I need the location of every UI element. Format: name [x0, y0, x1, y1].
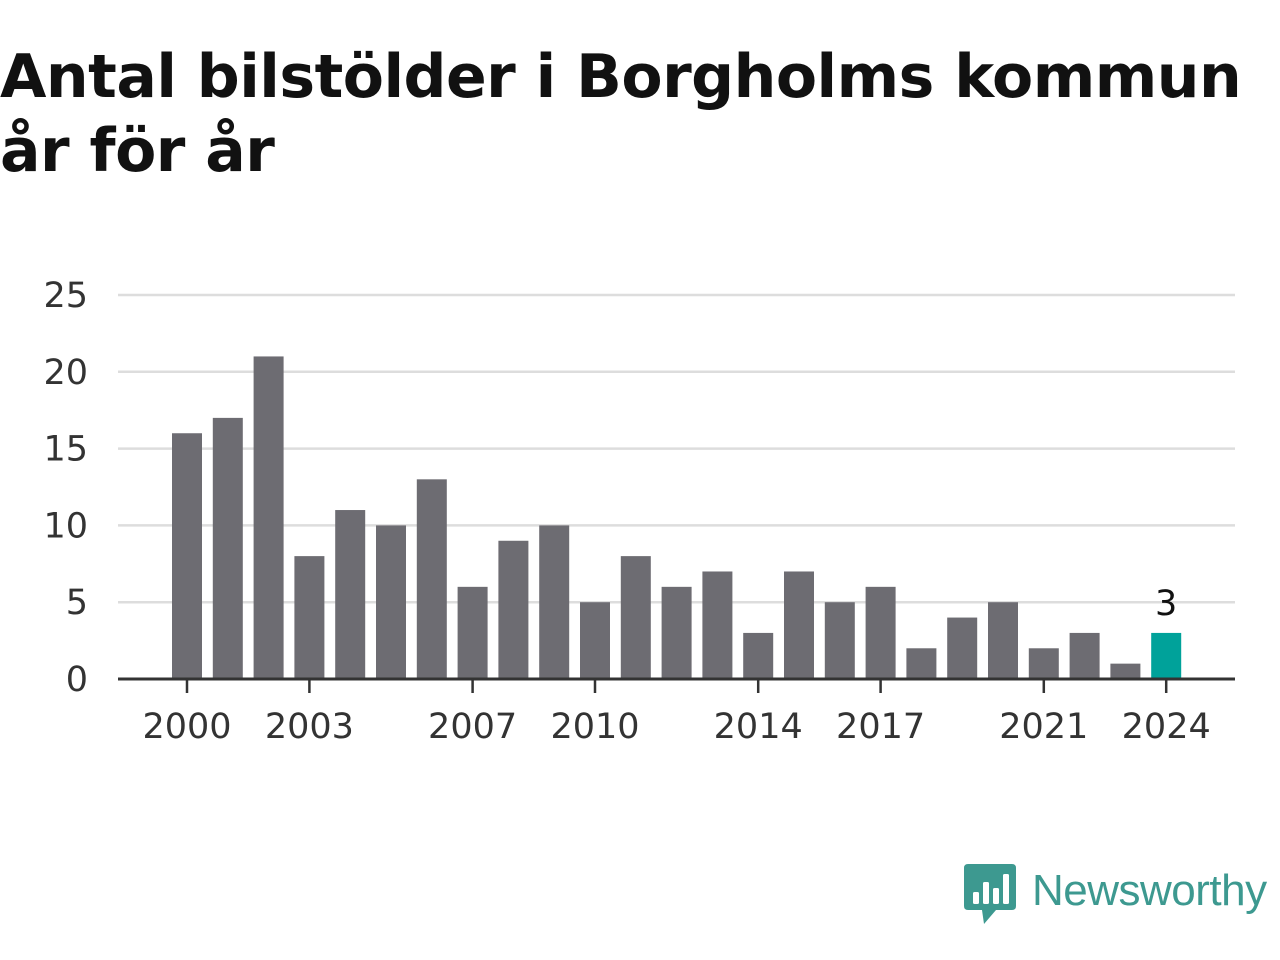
newsworthy-logo: Newsworthy	[964, 864, 1267, 928]
x-tick-label-2021: 2021	[999, 707, 1088, 747]
bar-2018	[906, 648, 937, 679]
chart-title: Antal bilstölder i Borgholms kommun år f…	[0, 42, 1242, 186]
x-tick-label-2003: 2003	[265, 707, 354, 747]
bar-2012	[661, 586, 692, 679]
bars	[172, 356, 1182, 679]
bar-2020	[988, 602, 1018, 679]
x-axis	[118, 677, 1235, 693]
bar-2013	[702, 571, 733, 679]
bar-2019	[947, 617, 978, 679]
bar-2015	[784, 571, 814, 679]
newsworthy-logo-icon	[964, 864, 1016, 924]
bar-2022	[1069, 632, 1100, 679]
brand-name: Newsworthy	[1032, 866, 1267, 915]
y-tick-label-10: 10	[43, 506, 88, 546]
y-axis-tick-labels: 0 5 10 15 20 25	[43, 276, 88, 700]
y-tick-label-15: 15	[43, 430, 88, 470]
x-tick-label-2024: 2024	[1122, 707, 1211, 747]
bar-2003	[294, 556, 325, 679]
bar-2016	[824, 602, 855, 679]
bar-2024	[1151, 632, 1182, 679]
y-tick-label-20: 20	[43, 353, 88, 393]
bar-2005	[376, 525, 406, 679]
x-tick-label-2000: 2000	[142, 707, 231, 747]
x-axis-tick-labels: 2000 2003 2007 2010 2014 2017 2021 2024	[142, 707, 1210, 747]
bar-2008	[498, 540, 529, 679]
data-labels: 3	[1155, 584, 1177, 624]
bar-2014	[743, 632, 774, 679]
x-tick-label-2010: 2010	[550, 707, 639, 747]
bar-2021	[1028, 648, 1059, 679]
x-tick-label-2014: 2014	[714, 707, 803, 747]
bar-2002	[253, 356, 284, 679]
bar-2009	[539, 525, 570, 679]
bar-2007	[457, 586, 488, 679]
bar-2001	[212, 417, 243, 679]
bar-2006	[416, 479, 447, 679]
y-tick-label-0: 0	[66, 660, 88, 700]
y-tick-label-5: 5	[66, 583, 88, 623]
bar-2004	[335, 510, 366, 679]
x-tick-label-2017: 2017	[836, 707, 925, 747]
bar-2017	[865, 586, 896, 679]
data-label-2024: 3	[1155, 584, 1177, 624]
bar-2010	[580, 602, 610, 679]
bar-2000	[172, 433, 202, 679]
bar-2023	[1110, 663, 1141, 679]
x-tick-label-2007: 2007	[428, 707, 517, 747]
gridlines	[118, 293, 1235, 604]
y-tick-label-25: 25	[43, 276, 88, 316]
bar-2011	[620, 556, 651, 679]
